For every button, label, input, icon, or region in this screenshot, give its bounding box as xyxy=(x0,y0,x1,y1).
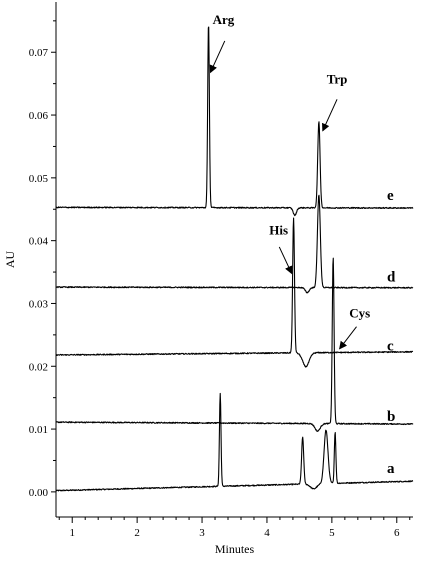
annotation-arrow-cys xyxy=(339,326,357,350)
peak-annotation-trp: Trp xyxy=(327,72,348,87)
peak-annotation-arg: Arg xyxy=(213,12,235,27)
x-tick-label: 6 xyxy=(394,527,400,539)
y-tick-label: 0.02 xyxy=(29,361,48,373)
trace-b xyxy=(55,257,414,432)
y-tick-label: 0.06 xyxy=(29,110,49,122)
x-tick-label: 1 xyxy=(69,527,75,539)
y-tick-label: 0.00 xyxy=(29,487,49,499)
trace-label-d: d xyxy=(387,269,396,285)
annotations: e d c b a Arg Trp His Cys xyxy=(209,12,396,477)
trace-d xyxy=(55,194,414,294)
trace-label-a: a xyxy=(387,461,395,477)
x-tick-label: 4 xyxy=(264,527,270,539)
y-tick-label: 0.07 xyxy=(29,47,49,59)
traces xyxy=(55,26,414,492)
trace-e xyxy=(55,26,414,217)
trace-c xyxy=(55,217,414,368)
y-tick-label: 0.04 xyxy=(29,236,49,248)
axes: 0.00 0.01 0.02 0.03 0.04 0.05 0.06 0.07 1 2 3 4 5 6 Mi… xyxy=(3,2,413,556)
y-axis-title: AU xyxy=(3,251,17,269)
trace-label-b: b xyxy=(387,409,395,425)
annotation-arrow-trp xyxy=(322,99,338,132)
annotation-arrow-his xyxy=(278,246,293,275)
x-axis-title: Minutes xyxy=(215,542,255,556)
y-tick-label: 0.03 xyxy=(29,298,49,310)
trace-a xyxy=(55,392,414,492)
peak-annotation-cys: Cys xyxy=(349,305,370,320)
trace-label-c: c xyxy=(387,339,394,355)
annotation-arrow-arg xyxy=(209,40,226,74)
trace-label-e: e xyxy=(387,188,394,204)
x-tick-label: 3 xyxy=(199,527,205,539)
y-tick-label: 0.01 xyxy=(29,424,48,436)
y-tick-label: 0.05 xyxy=(29,173,49,185)
x-tick-label: 2 xyxy=(134,527,140,539)
peak-annotation-his: His xyxy=(269,222,288,237)
x-tick-label: 5 xyxy=(329,527,335,539)
